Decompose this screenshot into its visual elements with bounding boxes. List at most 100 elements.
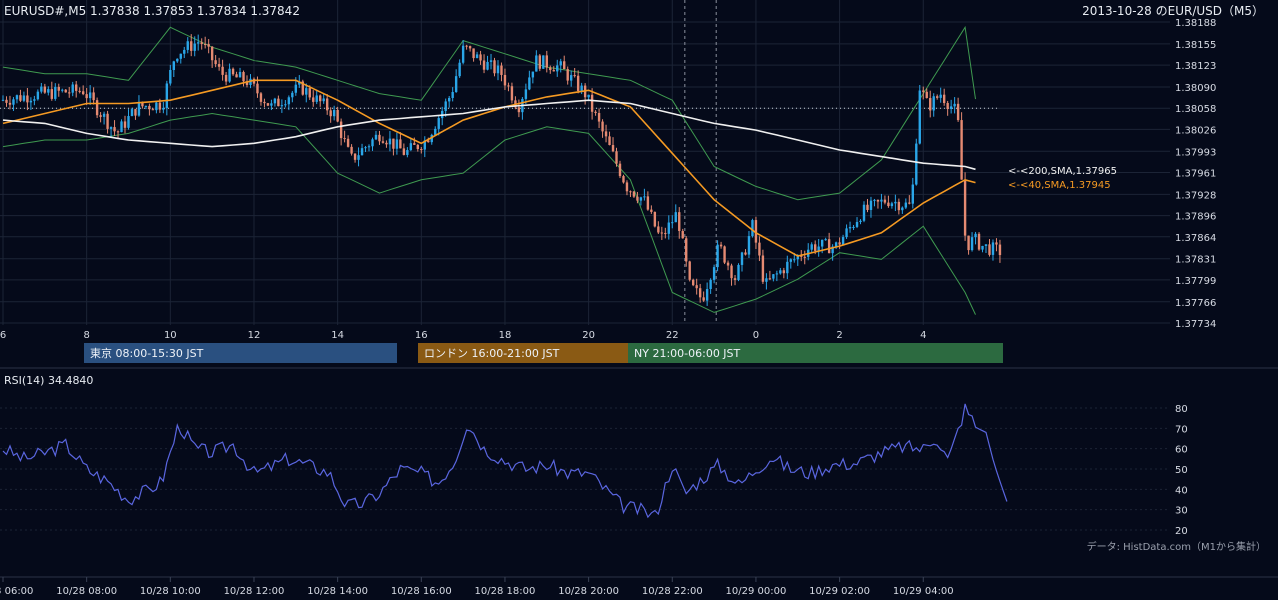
candle-body [231, 68, 235, 75]
candle-body [99, 115, 102, 117]
candle-body [890, 203, 894, 207]
candle-body [848, 227, 852, 229]
time-tick-label: 10/28 20:00 [558, 586, 619, 597]
price-x-tick-label: 4 [920, 330, 926, 341]
candle-body [803, 256, 806, 258]
candle-body [782, 270, 786, 274]
candle-body [852, 226, 855, 228]
candle-body [294, 84, 298, 93]
candle-body [106, 113, 109, 129]
candle-body [252, 78, 256, 84]
candle-body [395, 139, 399, 149]
candle-body [444, 101, 447, 111]
candle-body [772, 274, 775, 279]
candle-body [172, 61, 176, 70]
candle-body [894, 201, 897, 204]
candle-body [576, 75, 580, 91]
candle-body [315, 95, 318, 102]
candle-body [263, 101, 266, 104]
candle-body [329, 110, 332, 117]
candle-body [824, 239, 827, 241]
candle-body [528, 77, 531, 90]
candle-body [15, 95, 19, 100]
candle-body [496, 65, 500, 74]
rsi-header: RSI(14) 34.4840 [4, 374, 93, 387]
candle-body [416, 144, 420, 150]
candle-body [810, 244, 813, 250]
price-tick-label: 1.37831 [1175, 255, 1216, 266]
candle-body [273, 98, 277, 104]
candle-body [590, 94, 594, 112]
session-ny-bar [628, 343, 1003, 363]
candle-body [929, 98, 932, 111]
candle-body [904, 202, 908, 208]
candle-body [507, 85, 510, 87]
candle-body [148, 105, 151, 110]
candle-body [353, 153, 357, 160]
candle-body [817, 246, 820, 251]
sma40-line [2, 79, 976, 257]
candle-body [604, 131, 608, 137]
candle-body [339, 121, 343, 139]
candle-body [730, 265, 733, 279]
candle-body [740, 252, 744, 265]
candle-body [998, 244, 1002, 256]
candle-body [277, 98, 280, 107]
candle-body [43, 86, 47, 93]
candle-body [563, 61, 566, 70]
candle-body [716, 244, 719, 268]
candle-body [357, 155, 360, 160]
candle-body [322, 98, 325, 102]
candle-body [970, 237, 974, 251]
candle-body [280, 105, 284, 107]
candle-body [409, 143, 413, 151]
candle-body [922, 90, 925, 92]
candle-body [137, 101, 141, 116]
session-tokyo-label: 東京 08:00-15:30 JST [90, 346, 204, 360]
price-x-tick-label: 18 [499, 330, 512, 341]
candle-body [597, 113, 601, 122]
candle-body [650, 209, 653, 212]
candle-body [573, 75, 576, 77]
candle-body [224, 74, 228, 82]
candle-body [113, 127, 116, 132]
candle-body [493, 60, 496, 74]
candle-body [991, 242, 995, 255]
candle-body [981, 245, 984, 250]
candle-body [482, 60, 486, 70]
price-x-axis: 6 8 10 12 14 16 18 20 22 0 2 4 [0, 330, 926, 341]
candle-body [559, 61, 562, 66]
candle-body [719, 244, 723, 247]
candle-body [556, 65, 559, 72]
candle-body [193, 43, 196, 51]
candle-body [57, 86, 60, 91]
candle-body [33, 99, 36, 101]
candle-body [671, 222, 674, 224]
candle-body [325, 98, 329, 111]
candle-body [549, 67, 552, 71]
price-tick-label: 1.37896 [1175, 212, 1216, 223]
time-tick-label: 10/28 06:00 [0, 586, 33, 597]
candle-body [946, 103, 949, 109]
candle-body [284, 104, 287, 106]
candle-body [95, 100, 99, 116]
rsi-tick-label: 50 [1175, 465, 1188, 476]
candle-body [744, 252, 747, 255]
candle-body [217, 64, 221, 67]
candle-body [305, 88, 308, 95]
candle-body [40, 86, 43, 92]
candle-body [967, 235, 970, 251]
candle-body [751, 220, 754, 237]
candle-body [19, 95, 22, 101]
candle-body [388, 138, 392, 145]
candle-body [510, 86, 514, 101]
candle-body [674, 212, 677, 223]
price-x-tick-label: 16 [415, 330, 428, 341]
time-tick-label: 10/28 18:00 [475, 586, 536, 597]
candle-body [26, 95, 29, 103]
candle-body [873, 199, 876, 201]
sma40-label: <-<40,SMA,1.37945 [1008, 180, 1111, 191]
candle-body [779, 270, 782, 274]
candle-body [22, 95, 26, 101]
candle-body [29, 100, 33, 103]
